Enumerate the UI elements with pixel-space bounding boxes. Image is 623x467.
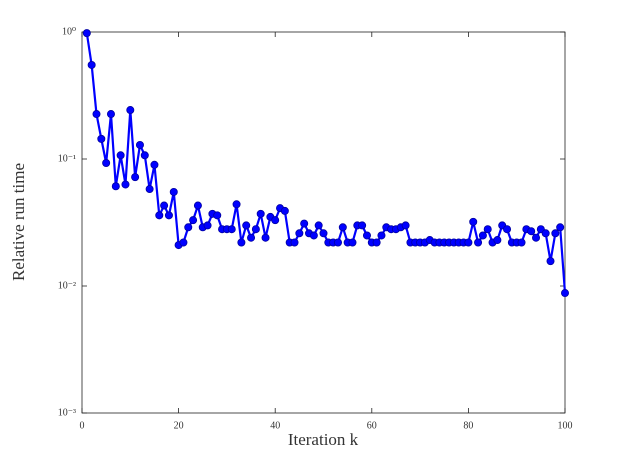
data-point: [232, 200, 241, 209]
data-point: [532, 233, 541, 242]
data-point: [401, 221, 410, 230]
data-point: [348, 238, 357, 247]
x-axis-label: Iteration k: [288, 430, 359, 449]
data-point: [314, 221, 323, 230]
data-point: [493, 236, 502, 245]
data-point: [256, 209, 265, 218]
data-point: [517, 238, 526, 247]
data-point: [169, 187, 178, 196]
data-point: [290, 238, 299, 247]
data-point: [372, 238, 381, 247]
y-axis-label: Relative run time: [9, 163, 28, 281]
data-line: [85, 32, 567, 294]
data-point: [309, 231, 318, 240]
x-tick-label: 0: [80, 420, 85, 431]
data-point: [121, 180, 130, 189]
data-point: [261, 233, 270, 242]
data-point: [251, 225, 260, 234]
data-point: [271, 216, 280, 225]
data-point: [362, 231, 371, 240]
data-point: [189, 216, 198, 225]
data-point: [213, 211, 222, 220]
x-tick-label: 100: [558, 420, 573, 431]
data-point: [541, 229, 550, 238]
data-point: [164, 211, 173, 220]
data-point: [82, 29, 91, 38]
data-point: [561, 289, 570, 298]
data-point: [247, 233, 256, 242]
data-point: [242, 221, 251, 230]
plot-frame: [81, 31, 566, 414]
data-point: [227, 225, 236, 234]
data-point: [87, 60, 96, 69]
data-point: [295, 229, 304, 238]
y-tick-label: 10⁻³: [58, 407, 76, 418]
data-point: [546, 257, 555, 266]
data-point: [193, 201, 202, 210]
data-point: [319, 229, 328, 238]
data-point: [551, 229, 560, 238]
data-point: [464, 238, 473, 247]
data-point: [474, 238, 483, 247]
data-point: [92, 110, 101, 119]
data-point: [469, 217, 478, 226]
data-point: [280, 206, 289, 215]
y-tick-label: 10⁻¹: [58, 153, 76, 164]
x-tick-label: 20: [174, 420, 184, 431]
data-point: [333, 238, 342, 247]
data-point: [377, 231, 386, 240]
data-point: [135, 140, 144, 149]
data-point: [179, 238, 188, 247]
data-point: [155, 211, 164, 220]
data-point: [150, 160, 159, 169]
data-point: [131, 173, 140, 182]
data-point: [203, 221, 212, 230]
x-tick-label: 60: [367, 420, 377, 431]
data-point: [126, 106, 135, 115]
data-point: [116, 151, 125, 160]
data-point: [160, 201, 169, 210]
y-tick-label: 10⁰: [62, 26, 76, 37]
data-point: [184, 223, 193, 232]
y-tick-label: 10⁻²: [58, 280, 76, 291]
data-point: [338, 223, 347, 232]
data-point: [106, 110, 115, 119]
data-point: [503, 225, 512, 234]
data-point: [556, 223, 565, 232]
data-point: [111, 182, 120, 191]
data-point: [140, 151, 149, 160]
data-point: [358, 221, 367, 230]
data-point: [97, 134, 106, 143]
data-point: [145, 185, 154, 194]
data-point: [483, 225, 492, 234]
data-point: [102, 159, 111, 168]
data-point: [300, 219, 309, 228]
x-tick-label: 80: [463, 420, 473, 431]
data-point: [237, 238, 246, 247]
x-tick-label: 40: [270, 420, 280, 431]
data-point: [478, 231, 487, 240]
data-point: [527, 227, 536, 236]
